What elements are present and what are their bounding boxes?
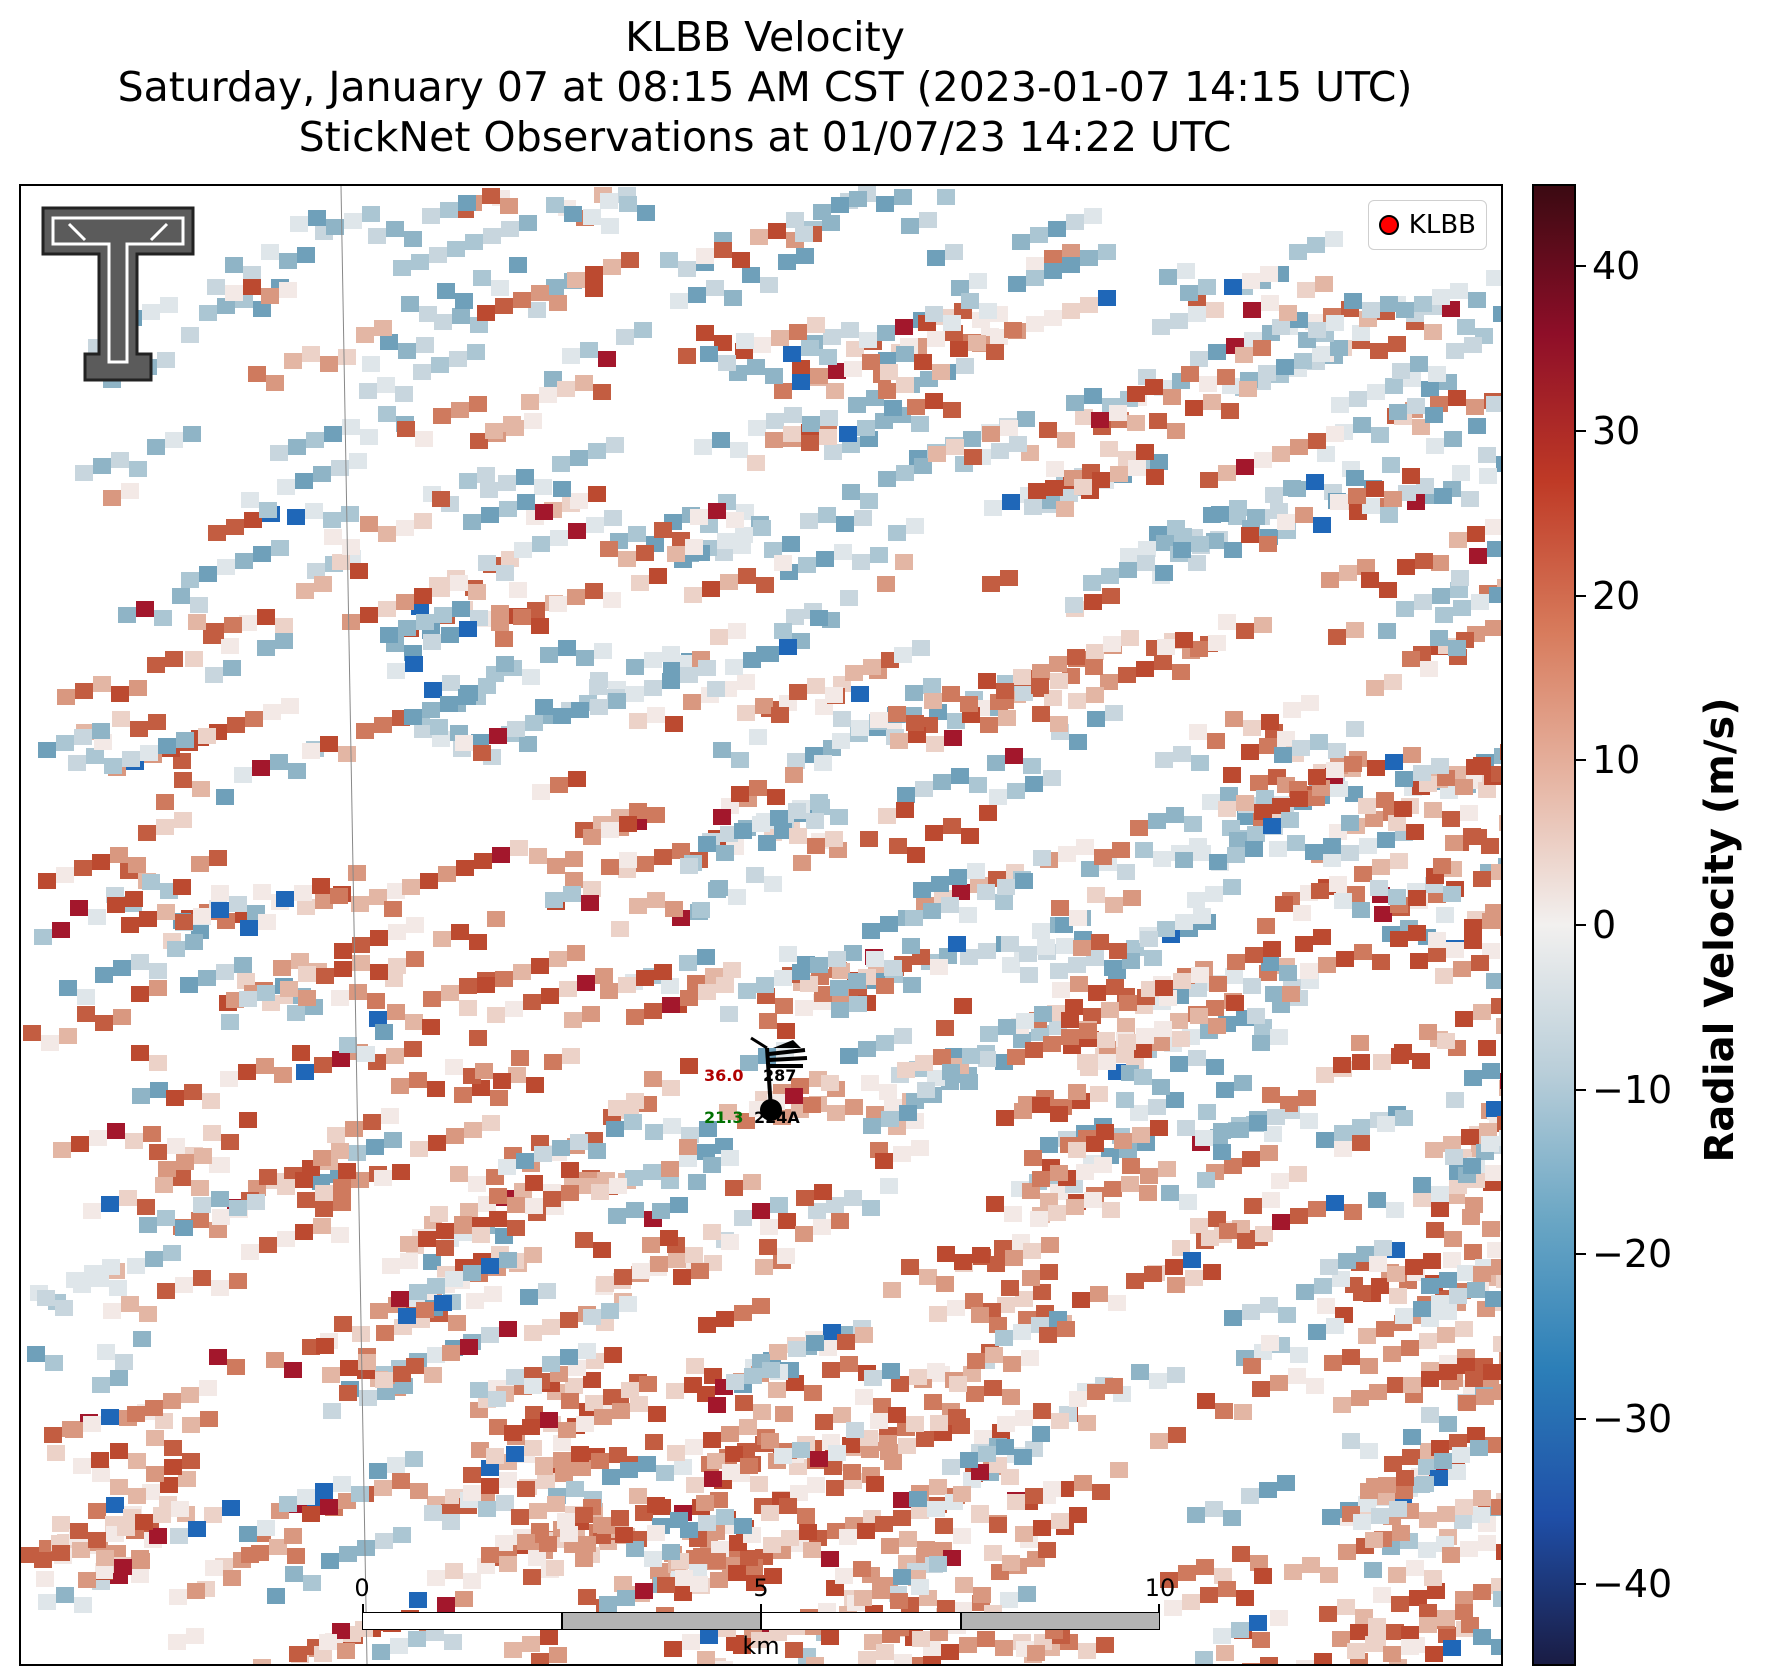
velocity-colorbar xyxy=(1532,184,1576,1666)
station-id: 287 xyxy=(763,1066,797,1085)
scale-label: 10 xyxy=(1144,1574,1176,1602)
colorbar-tick xyxy=(1576,265,1586,268)
scale-bar-segment xyxy=(761,1612,961,1630)
colorbar-tick-label: −40 xyxy=(1592,1561,1673,1606)
colorbar-tick-label: 20 xyxy=(1592,573,1641,618)
title-line-1: KLBB Velocity xyxy=(625,13,905,61)
scale-label: 0 xyxy=(354,1574,370,1602)
scale-bar-segment xyxy=(961,1612,1160,1630)
radar-site-marker-icon xyxy=(1378,215,1399,235)
county-boundary-line xyxy=(340,186,368,1664)
colorbar-title: Radial Velocity (m/s) xyxy=(1697,697,1743,1163)
scale-tick xyxy=(362,1604,364,1612)
colorbar-tick xyxy=(1576,594,1586,597)
figure-title: KLBB Velocity Saturday, January 07 at 08… xyxy=(0,12,1530,162)
velocity-field xyxy=(21,186,1501,1664)
title-line-2: Saturday, January 07 at 08:15 AM CST (20… xyxy=(117,63,1413,111)
colorbar-tick xyxy=(1576,1418,1586,1420)
scale-tick xyxy=(1158,1604,1160,1612)
station-id: 224A xyxy=(754,1108,800,1127)
texas-tech-logo xyxy=(41,206,195,382)
scale-bar-segment xyxy=(362,1612,562,1630)
scale-bar-segment xyxy=(562,1612,761,1630)
colorbar-tick-label: −20 xyxy=(1592,1232,1673,1277)
colorbar-tick xyxy=(1576,1253,1586,1256)
scale-unit: km xyxy=(742,1632,780,1660)
colorbar-tick-label: 40 xyxy=(1592,244,1641,289)
colorbar-tick-label: 30 xyxy=(1592,409,1641,453)
station-temperature: 36.0 xyxy=(704,1066,744,1085)
colorbar-tick-label: −30 xyxy=(1592,1397,1673,1441)
colorbar-tick xyxy=(1576,1582,1586,1585)
colorbar-tick-label: 0 xyxy=(1592,903,1617,947)
scale-bar: 0 5 10 km xyxy=(354,1574,1175,1660)
map-legend: KLBB xyxy=(1367,200,1487,250)
radar-map[interactable]: KLBB 36.0 287 21.3 224A 0 5 10 km xyxy=(19,184,1503,1666)
colorbar-tick xyxy=(1576,759,1586,762)
colorbar-tick xyxy=(1576,1088,1586,1091)
colorbar-tick-label: 10 xyxy=(1592,738,1641,783)
station-dewpoint: 21.3 xyxy=(704,1108,744,1127)
scale-tick xyxy=(760,1604,762,1612)
legend-label: KLBB xyxy=(1408,210,1476,240)
scale-label: 5 xyxy=(753,1574,769,1602)
colorbar-tick xyxy=(1576,924,1586,926)
colorbar-tick xyxy=(1576,430,1586,432)
title-line-3: StickNet Observations at 01/07/23 14:22 … xyxy=(298,113,1232,161)
wind-barb-icon xyxy=(750,1036,808,1121)
colorbar-tick-label: −10 xyxy=(1592,1067,1673,1112)
